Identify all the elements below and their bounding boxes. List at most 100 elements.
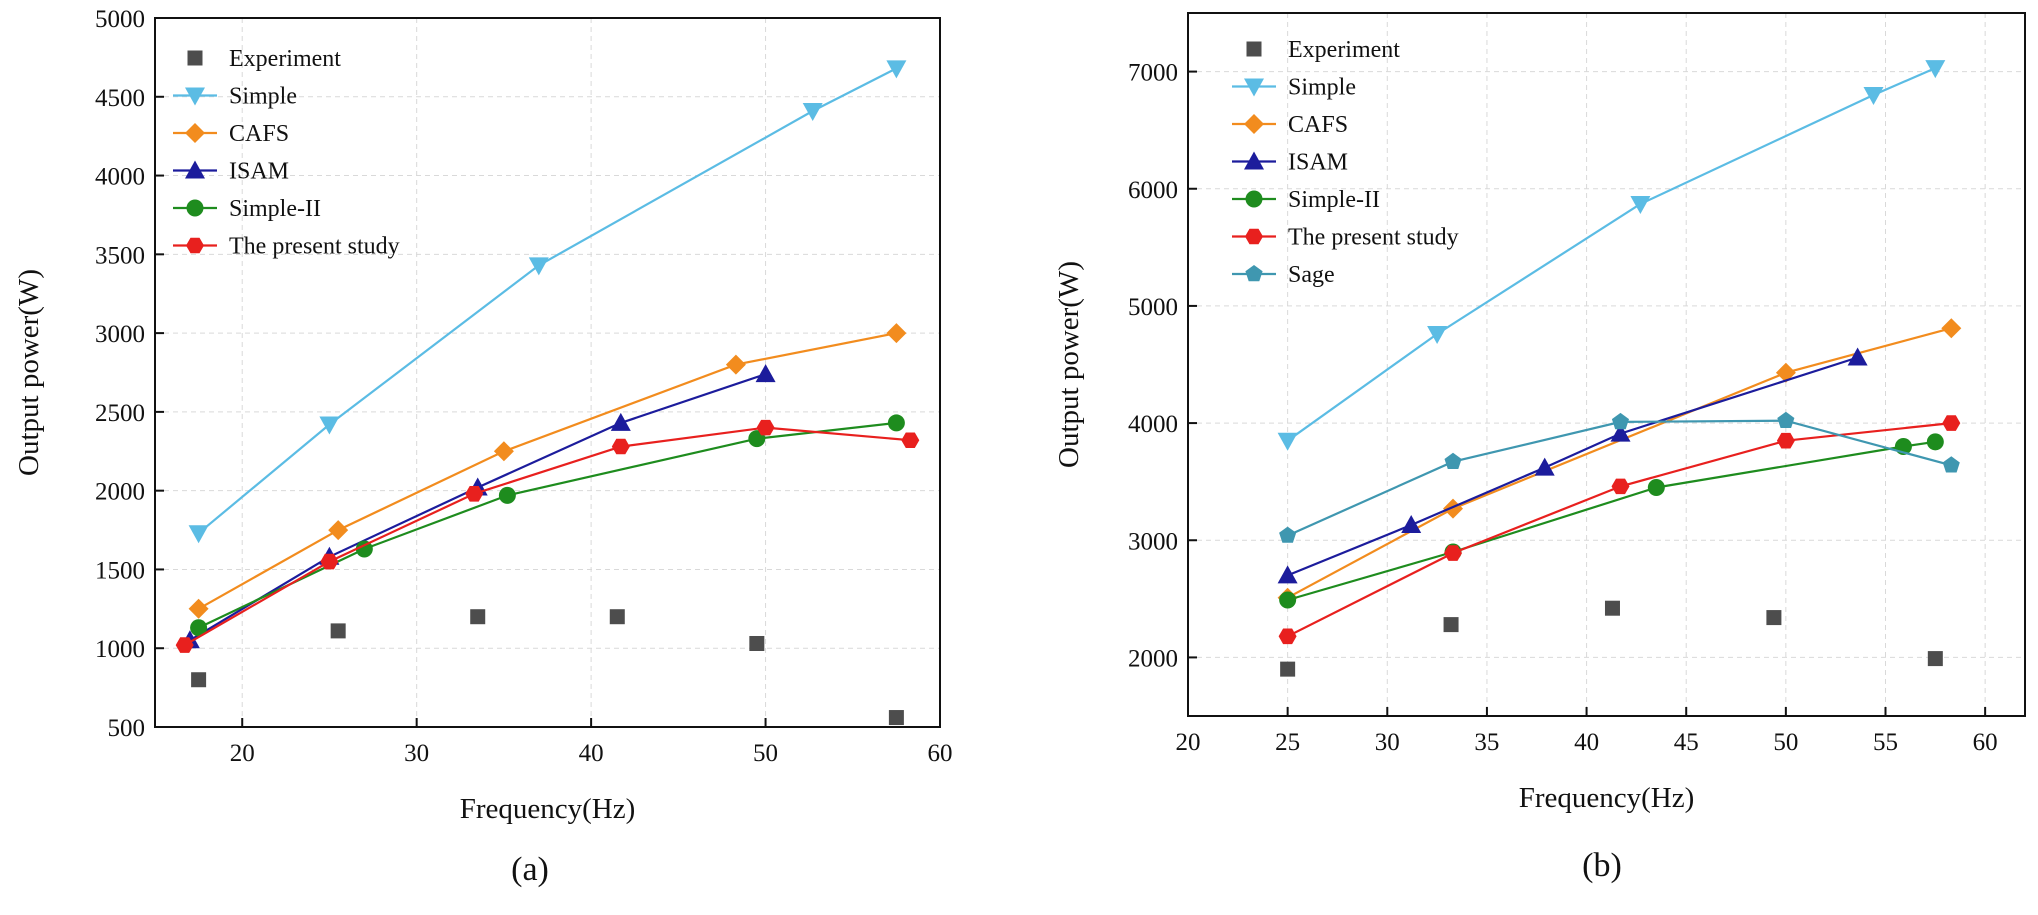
series-simple-ii xyxy=(1279,433,1944,609)
data-point xyxy=(498,486,516,504)
data-point xyxy=(1443,498,1463,519)
y-tick-label: 4000 xyxy=(1128,411,1178,438)
data-point xyxy=(1926,433,1944,451)
data-point xyxy=(1630,196,1651,214)
y-tick-label: 6000 xyxy=(1128,177,1178,204)
legend-marker xyxy=(1244,78,1264,97)
plot-frame xyxy=(1187,12,2026,717)
series-line xyxy=(1286,67,1936,442)
legend-marker xyxy=(1246,41,1262,57)
legend-entry: Experiment xyxy=(1246,37,1400,63)
data-point xyxy=(188,525,209,544)
plot-frame xyxy=(154,17,941,728)
x-axis: 20 30 40 50 60 xyxy=(230,718,953,767)
legend-marker xyxy=(185,123,205,143)
legend-label: CAFS xyxy=(1288,112,1348,138)
data-point xyxy=(1279,591,1297,609)
data-point xyxy=(756,419,775,436)
series-simple xyxy=(1277,60,1946,451)
series-line xyxy=(198,421,897,629)
data-point xyxy=(1427,326,1448,344)
data-point xyxy=(1604,600,1620,616)
data-point xyxy=(1766,610,1782,626)
legend: Experiment Simple CAFS ISAM Simple-II The pre… xyxy=(173,46,400,260)
legend-label: ISAM xyxy=(229,159,289,185)
y-tick-label: 1500 xyxy=(95,557,145,584)
data-point xyxy=(886,60,907,79)
x-tick-label: 25 xyxy=(1275,729,1300,756)
data-point xyxy=(1775,362,1796,383)
data-point xyxy=(1647,479,1665,497)
series-simple-ii xyxy=(190,414,905,637)
series-line xyxy=(1287,440,1936,602)
y-tick-label: 5000 xyxy=(95,6,145,33)
legend-label: Simple xyxy=(1288,75,1356,101)
x-tick-label: 55 xyxy=(1873,729,1898,756)
x-tick-label: 20 xyxy=(1176,729,1201,756)
x-tick-label: 35 xyxy=(1474,729,1499,756)
data-point xyxy=(901,432,920,448)
legend-entry: Simple xyxy=(1232,75,1356,101)
data-point xyxy=(888,710,904,726)
data-point xyxy=(755,364,776,383)
series-line xyxy=(197,67,897,535)
y-tick-label: 5000 xyxy=(1128,294,1178,321)
legend-entry: The present study xyxy=(1232,225,1459,251)
y-tick-label: 3000 xyxy=(1128,528,1178,555)
data-point xyxy=(1277,432,1298,451)
chart-panel-b: 20 25 30 35 40 45 50 55 60 2000 3000 4000 5000 6000 70… xyxy=(1053,12,2026,884)
legend-label: Experiment xyxy=(229,46,341,72)
data-point xyxy=(1942,415,1961,431)
legend-label: Sage xyxy=(1288,262,1335,288)
y-axis-label: Output power(W) xyxy=(1053,261,1085,468)
legend-label: ISAM xyxy=(1288,150,1348,176)
data-point xyxy=(1401,515,1422,533)
data-point xyxy=(1847,347,1868,366)
x-axis-label: Frequency(Hz) xyxy=(460,793,636,825)
legend-marker xyxy=(186,237,204,254)
y-tick-label: 2000 xyxy=(95,479,145,506)
data-point xyxy=(188,598,209,619)
data-point xyxy=(1777,411,1795,428)
data-point xyxy=(1863,87,1884,105)
data-point xyxy=(1534,457,1555,476)
legend-marker xyxy=(1245,190,1263,208)
x-tick-label: 40 xyxy=(1574,729,1599,756)
y-axis-label: Output power(W) xyxy=(13,269,45,476)
data-point xyxy=(191,672,207,688)
data-point xyxy=(725,354,746,375)
series-experiment xyxy=(191,609,904,726)
legend-entry: Simple-II xyxy=(1232,187,1380,213)
x-tick-label: 30 xyxy=(404,740,429,767)
legend: Experiment Simple CAFS ISAM Simple-II The pre… xyxy=(1232,37,1459,288)
data-point xyxy=(1280,661,1296,677)
y-tick-label: 4000 xyxy=(95,164,145,191)
data-point xyxy=(1610,423,1631,442)
legend-entry: Simple xyxy=(173,84,297,110)
legend-marker xyxy=(1244,114,1264,134)
data-point xyxy=(610,412,631,431)
panel-caption: (b) xyxy=(1582,847,1622,884)
x-tick-label: 30 xyxy=(1375,729,1400,756)
x-axis-label: Frequency(Hz) xyxy=(1519,782,1695,814)
data-point xyxy=(1942,456,1960,473)
legend-label: CAFS xyxy=(229,121,289,147)
series-cafs xyxy=(188,323,907,619)
data-point xyxy=(320,553,339,570)
legend-marker xyxy=(185,87,205,106)
data-point xyxy=(1279,526,1297,543)
legend-marker xyxy=(185,160,205,179)
data-point xyxy=(190,619,208,637)
series-line xyxy=(1287,356,1858,577)
data-point xyxy=(749,635,765,651)
legend-entry: The present study xyxy=(173,234,400,260)
legend-entry: Sage xyxy=(1232,262,1335,288)
series-line xyxy=(184,426,911,647)
y-tick-label: 3500 xyxy=(95,242,145,269)
data-point xyxy=(1444,452,1462,469)
data-point xyxy=(1278,628,1297,645)
y-tick-label: 7000 xyxy=(1128,60,1178,87)
chart-panel-a: 20 30 40 50 60 500 1000 1500 2000 2500 3000 3500 400… xyxy=(13,6,953,888)
series-experiment xyxy=(1280,600,1943,677)
